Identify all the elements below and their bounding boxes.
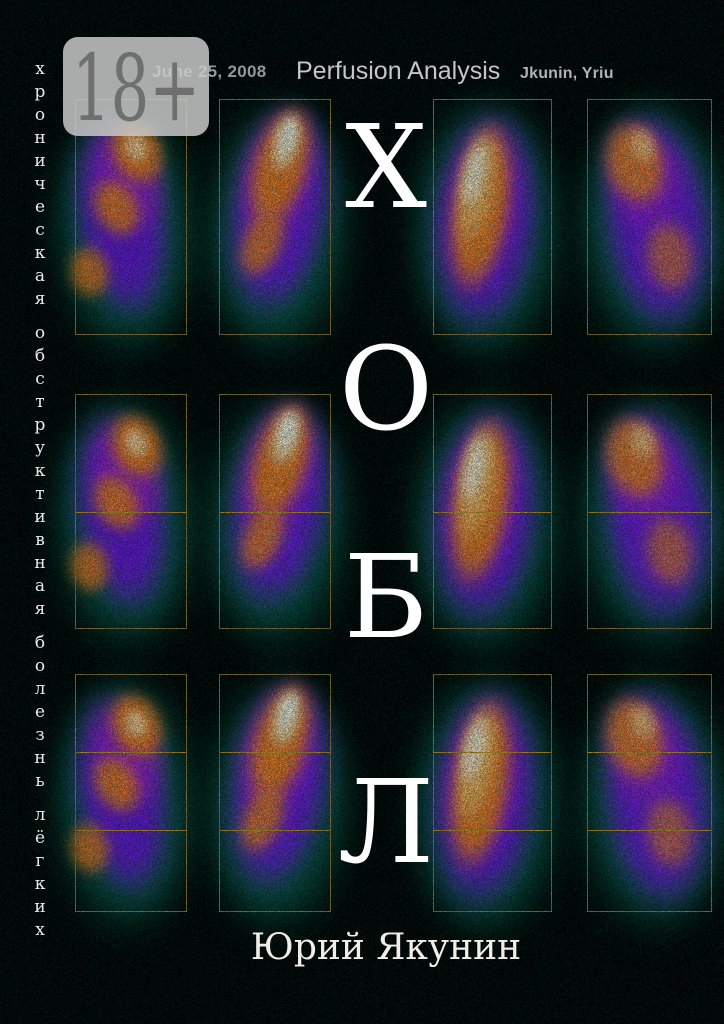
subtitle-letter: к [34,461,46,481]
subtitle-letter: у [34,438,45,458]
subtitle-letter: с [35,369,45,389]
patient-name-label: Jkunin, Yriu [520,65,614,82]
roi-box [219,394,331,629]
roi-divider-line [588,830,711,831]
subtitle-letter: и [34,151,46,171]
author-name: Юрий Якунин [250,927,522,968]
subtitle-letter: з [35,725,45,745]
subtitle-letter: т [35,484,45,504]
scan-title-label: Perfusion Analysis [296,57,501,85]
subtitle-letter: в [35,530,45,550]
subtitle-letter: б [34,346,46,366]
roi-divider-line [434,752,551,753]
title-letter-3: Б [343,531,429,665]
subtitle-letter: с [35,220,45,240]
roi-box [219,674,331,912]
roi-divider-line [588,752,711,753]
subtitle-letter: н [34,748,46,768]
roi-divider-line [434,512,551,513]
subtitle-letter: о [34,105,46,125]
subtitle-letter: г [35,851,45,871]
roi-box [75,674,187,912]
subtitle-letter: р [34,415,46,435]
roi-divider-line [220,512,330,513]
roi-divider-line [76,830,186,831]
roi-box [433,674,552,912]
roi-divider-line [434,830,551,831]
roi-box [587,99,712,335]
roi-divider-line [220,830,330,831]
subtitle-letter: ё [34,828,46,848]
subtitle-letter: а [34,576,46,596]
age-rating-badge: 18+ [63,37,209,136]
title-letter-1: Х [345,101,427,235]
roi-box [75,394,187,629]
subtitle-letter: е [34,702,46,722]
roi-box [433,99,552,335]
subtitle-letter: х [35,920,45,940]
title-letter-2: О [338,323,434,457]
subtitle-letter: т [35,392,45,412]
subtitle-letter: а [34,266,46,286]
subtitle-letter: я [34,599,46,619]
age-rating-label: 18+ [71,34,201,142]
subtitle-letter: б [34,633,46,653]
roi-divider-line [588,512,711,513]
subtitle-letter: л [34,805,46,825]
roi-box [587,394,712,629]
subtitle-letter: н [34,553,46,573]
roi-box [433,394,552,629]
subtitle-letter: ь [35,771,45,791]
roi-divider-line [76,512,186,513]
subtitle-letter: я [34,289,46,309]
roi-box [219,99,331,335]
roi-divider-line [220,752,330,753]
roi-divider-line [76,752,186,753]
subtitle-letter: р [34,82,46,102]
subtitle-letter: к [34,874,46,894]
subtitle-letter: о [34,656,46,676]
subtitle-letter: о [34,323,46,343]
lung-scan-row3-col4 [534,606,724,1004]
subtitle-letter: ч [34,174,46,194]
subtitle-letter: и [34,897,46,917]
subtitle-letter: к [34,243,46,263]
subtitle-letter: л [34,679,46,699]
subtitle-letter: х [35,59,45,79]
subtitle-letter: и [34,507,46,527]
title-letter-4: Л [338,756,434,890]
subtitle-letter: н [34,128,46,148]
roi-box [587,674,712,912]
subtitle-letter: е [34,197,46,217]
